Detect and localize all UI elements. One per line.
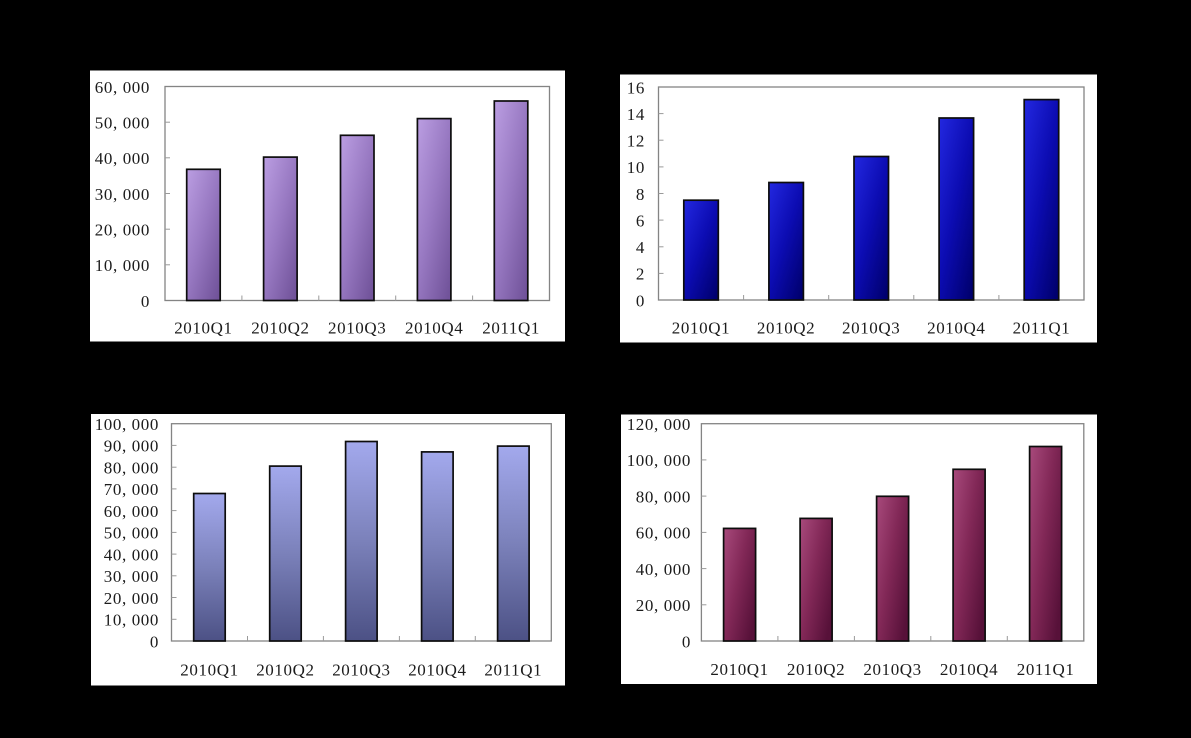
svg-text:14: 14 (627, 105, 645, 124)
svg-text:60, 000: 60, 000 (104, 502, 159, 521)
svg-text:6: 6 (636, 211, 645, 230)
svg-text:2011Q1: 2011Q1 (482, 318, 540, 337)
svg-text:10, 000: 10, 000 (104, 611, 159, 630)
svg-text:2010Q2: 2010Q2 (251, 318, 309, 337)
svg-text:0: 0 (141, 292, 150, 311)
svg-text:120, 000: 120, 000 (627, 415, 691, 434)
svg-text:20, 000: 20, 000 (636, 596, 691, 615)
svg-text:8: 8 (636, 185, 645, 204)
svg-text:100, 000: 100, 000 (95, 415, 159, 434)
svg-text:30, 000: 30, 000 (95, 185, 150, 204)
svg-text:12: 12 (627, 132, 645, 151)
svg-text:80, 000: 80, 000 (636, 487, 691, 506)
svg-text:2011Q1: 2011Q1 (1017, 660, 1075, 679)
svg-text:20, 000: 20, 000 (95, 220, 150, 239)
svg-text:20, 000: 20, 000 (104, 589, 159, 608)
svg-text:2010Q3: 2010Q3 (332, 660, 390, 679)
svg-text:0: 0 (636, 291, 645, 310)
svg-text:40, 000: 40, 000 (104, 545, 159, 564)
svg-text:0: 0 (682, 632, 691, 651)
svg-text:2010Q2: 2010Q2 (787, 660, 845, 679)
svg-text:2010Q1: 2010Q1 (710, 660, 768, 679)
svg-text:90, 000: 90, 000 (104, 437, 159, 456)
svg-text:2010Q2: 2010Q2 (757, 318, 815, 337)
svg-text:80, 000: 80, 000 (104, 458, 159, 477)
svg-text:2: 2 (636, 265, 645, 284)
svg-text:10, 000: 10, 000 (95, 256, 150, 275)
svg-text:2010Q3: 2010Q3 (842, 318, 900, 337)
svg-text:2010Q4: 2010Q4 (927, 318, 985, 337)
svg-text:0: 0 (150, 632, 159, 651)
svg-text:40, 000: 40, 000 (636, 560, 691, 579)
svg-text:2010Q1: 2010Q1 (180, 660, 238, 679)
svg-text:30, 000: 30, 000 (104, 567, 159, 586)
svg-text:60, 000: 60, 000 (636, 524, 691, 543)
svg-text:2010Q1: 2010Q1 (174, 318, 232, 337)
svg-text:16: 16 (627, 78, 645, 97)
svg-text:2010Q4: 2010Q4 (408, 660, 466, 679)
svg-text:4: 4 (636, 238, 645, 257)
svg-text:2010Q1: 2010Q1 (672, 318, 730, 337)
svg-text:2010Q4: 2010Q4 (405, 318, 463, 337)
svg-text:2011Q1: 2011Q1 (484, 660, 542, 679)
svg-text:2010Q4: 2010Q4 (940, 660, 998, 679)
svg-text:2010Q3: 2010Q3 (328, 318, 386, 337)
svg-text:2011Q1: 2011Q1 (1013, 318, 1071, 337)
svg-text:70, 000: 70, 000 (104, 480, 159, 499)
svg-text:50, 000: 50, 000 (104, 524, 159, 543)
svg-text:50, 000: 50, 000 (95, 113, 150, 132)
svg-text:10: 10 (627, 158, 645, 177)
svg-text:2010Q3: 2010Q3 (863, 660, 921, 679)
svg-text:2010Q2: 2010Q2 (256, 660, 314, 679)
svg-text:60, 000: 60, 000 (95, 78, 150, 97)
svg-text:40, 000: 40, 000 (95, 149, 150, 168)
svg-text:100, 000: 100, 000 (627, 451, 691, 470)
